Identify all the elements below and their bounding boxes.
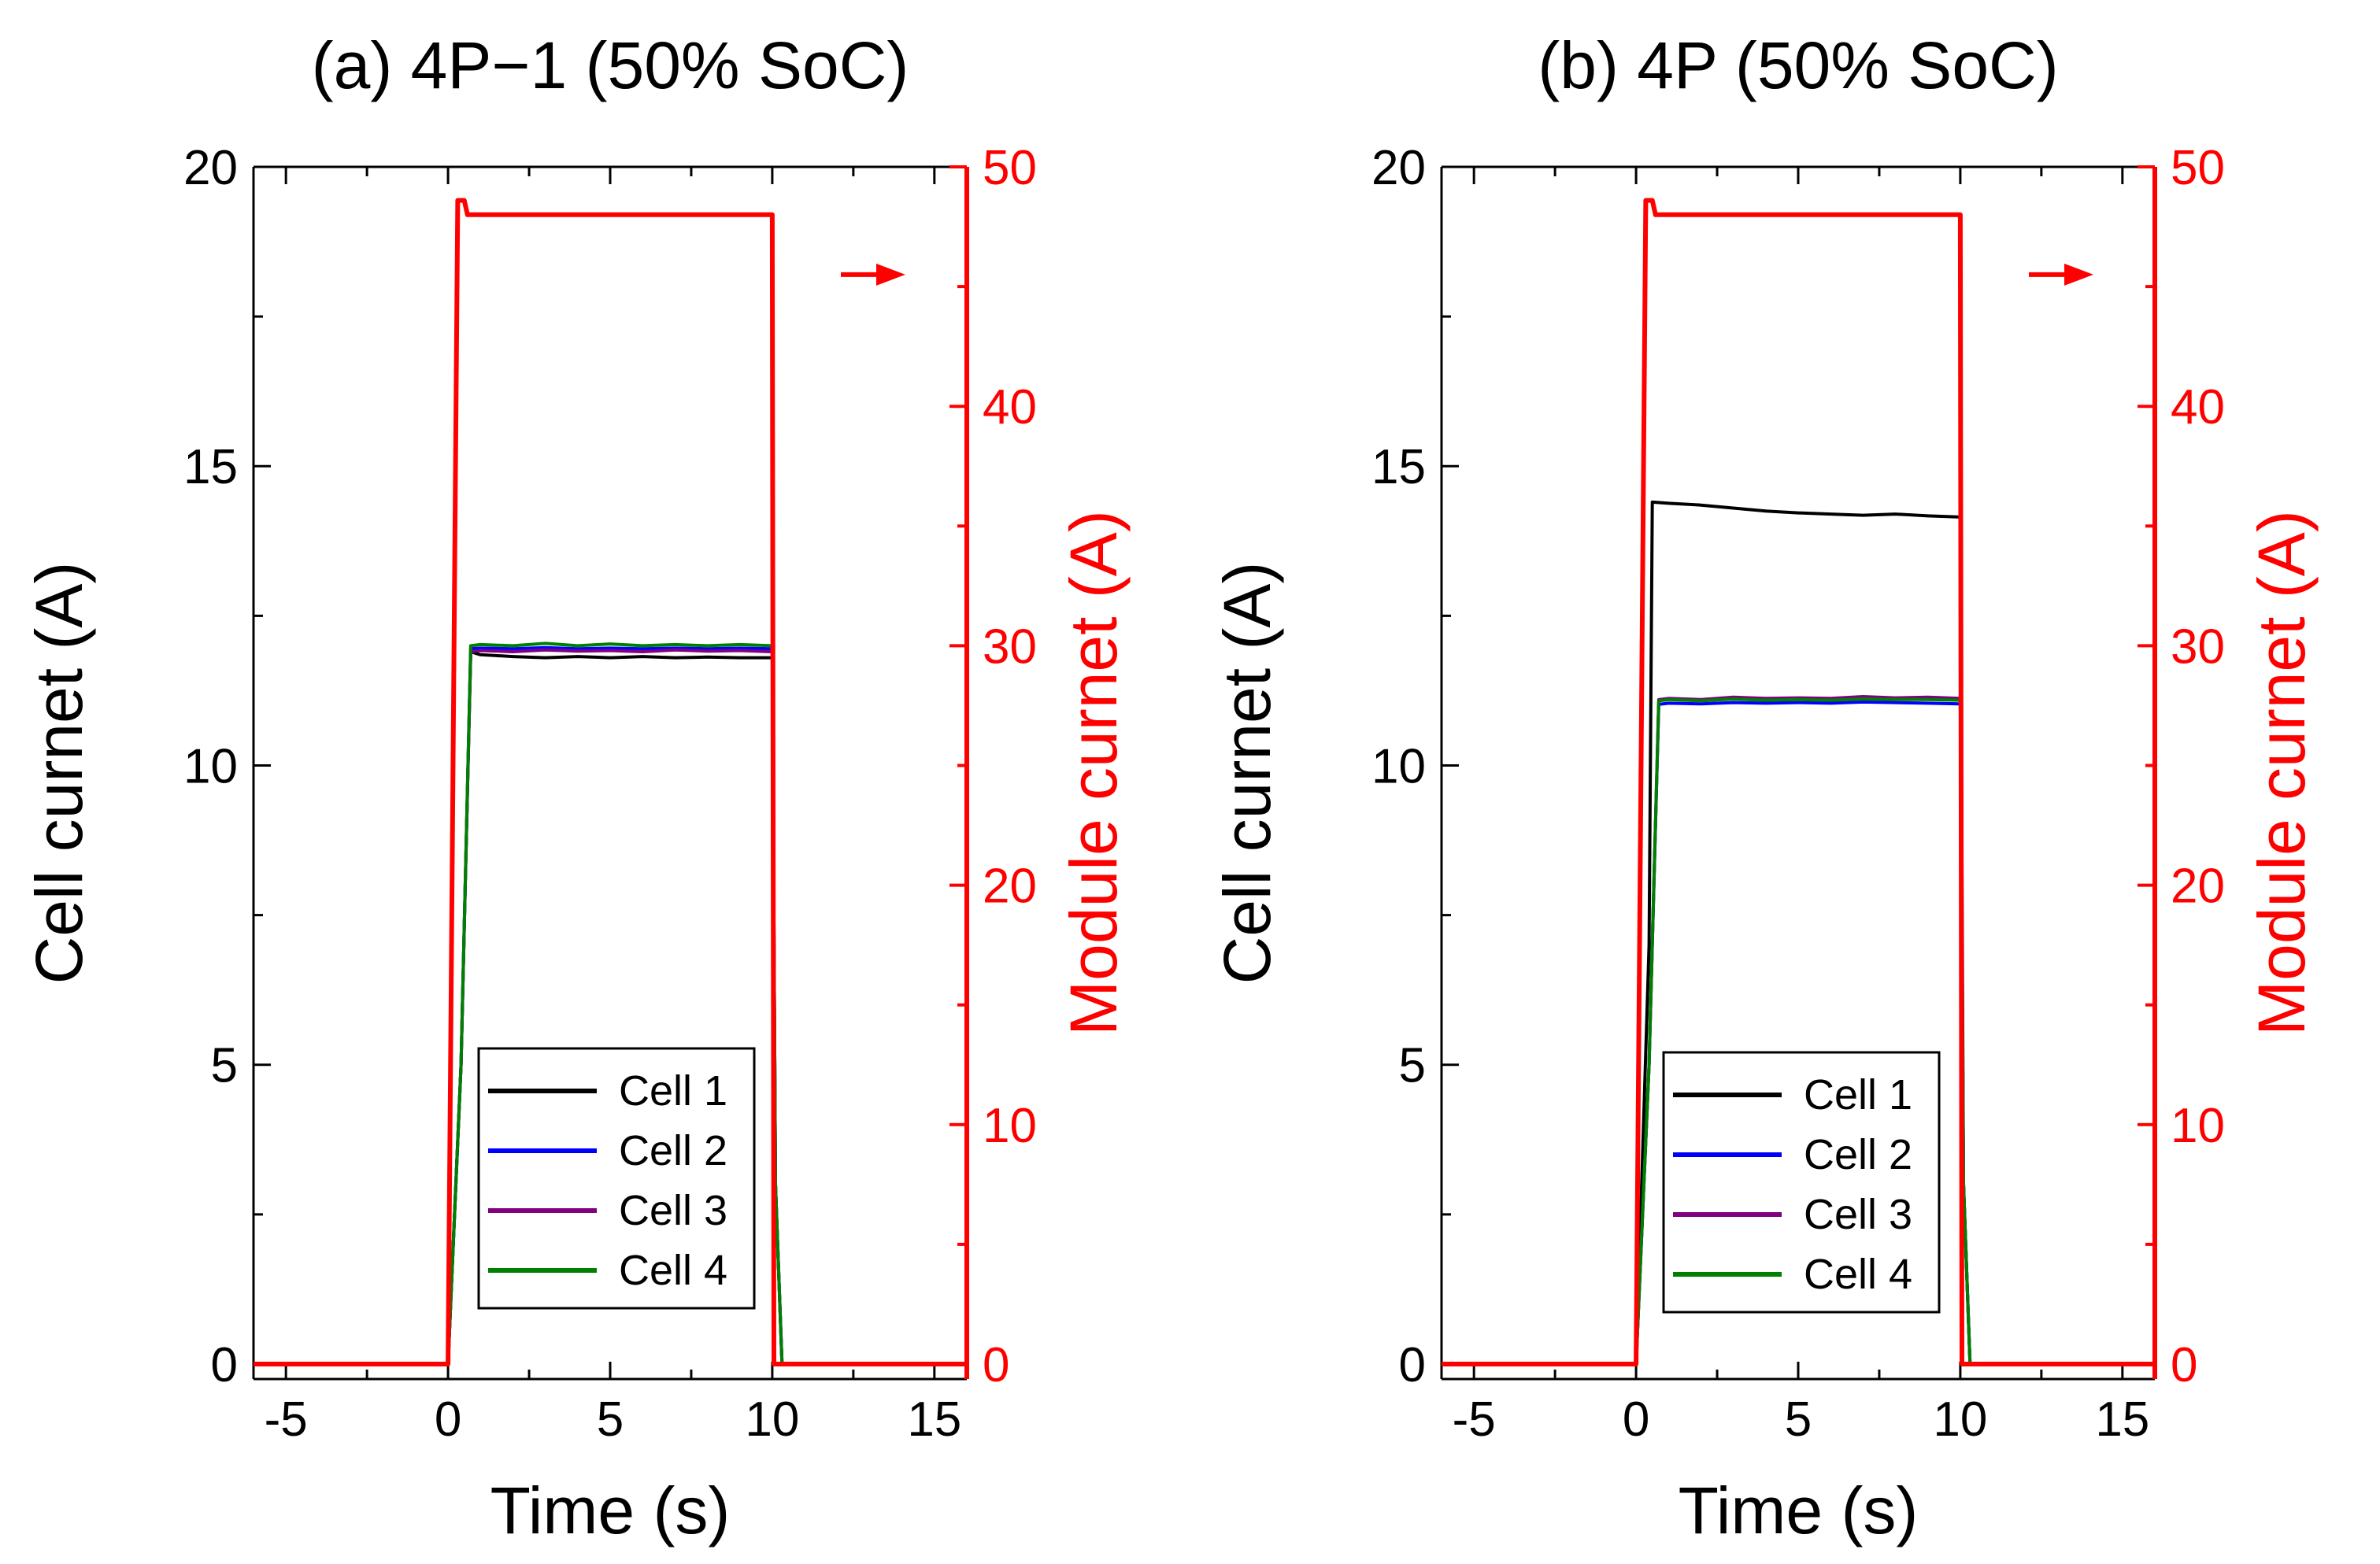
legend-label: Cell 4 — [1804, 1251, 1912, 1298]
y-right-tick-label: 0 — [2171, 1338, 2197, 1392]
x-tick-label: 15 — [2095, 1392, 2149, 1447]
y-right-tick-label: 10 — [983, 1099, 1037, 1153]
legend-label: Cell 3 — [619, 1187, 727, 1234]
y-right-tick-label: 10 — [2171, 1099, 2225, 1153]
x-tick-label: 0 — [1623, 1392, 1649, 1447]
y-right-tick-label: 40 — [2171, 380, 2225, 434]
x-tick-label: 10 — [745, 1392, 799, 1447]
legend-label: Cell 2 — [1804, 1131, 1912, 1178]
y-right-axis-label: Module curnet (A) — [2245, 510, 2319, 1036]
x-tick-label: 5 — [1785, 1392, 1812, 1447]
series-line-module — [1442, 198, 2155, 1366]
y-right-tick-label: 30 — [983, 619, 1037, 674]
y-tick-label: 15 — [1371, 440, 1426, 494]
y-right-tick-label: 50 — [983, 141, 1037, 195]
y-tick-label: 0 — [211, 1338, 238, 1392]
legend-label: Cell 3 — [1804, 1191, 1912, 1238]
chart-title: (a) 4P−1 (50% SoC) — [312, 28, 909, 102]
y-right-tick-label: 40 — [983, 380, 1037, 434]
y-tick-label: 10 — [1371, 739, 1426, 793]
x-tick-label: 15 — [907, 1392, 961, 1447]
y-tick-label: 15 — [183, 440, 238, 494]
x-tick-label: 0 — [435, 1392, 461, 1447]
y-tick-label: 20 — [1371, 141, 1426, 195]
x-axis-label: Time (s) — [1679, 1473, 1919, 1547]
y-right-tick-label: 30 — [2171, 619, 2225, 674]
legend-label: Cell 4 — [619, 1247, 727, 1294]
y-tick-label: 5 — [211, 1039, 238, 1093]
chart-title: (b) 4P (50% SoC) — [1538, 28, 2058, 102]
series-line-module — [254, 198, 967, 1366]
y-tick-label: 0 — [1399, 1338, 1426, 1392]
panel-a: (a) 4P−1 (50% SoC) -5 0 5 10 15 0 5 10 15 20 0 10 20 3… — [22, 28, 1131, 1547]
right-axis-arrow-head — [876, 263, 905, 286]
x-tick-label: -5 — [265, 1392, 308, 1447]
x-tick-label: 5 — [597, 1392, 624, 1447]
right-axis-arrow-head — [2064, 263, 2093, 286]
y-right-tick-label: 20 — [2171, 860, 2225, 914]
x-tick-label: 10 — [1933, 1392, 1987, 1447]
y-tick-label: 5 — [1399, 1039, 1426, 1093]
legend-label: Cell 1 — [619, 1067, 727, 1115]
y-tick-label: 10 — [183, 739, 238, 793]
y-tick-label: 20 — [183, 141, 238, 195]
y-right-tick-label: 20 — [983, 860, 1037, 914]
legend-label: Cell 2 — [619, 1127, 727, 1174]
y-right-axis-label: Module curnet (A) — [1057, 510, 1131, 1036]
x-tick-label: -5 — [1453, 1392, 1496, 1447]
panel-b: (b) 4P (50% SoC) -5 0 5 10 15 0 5 10 15 20 0 10 20 30 4… — [1210, 28, 2319, 1547]
x-axis-label: Time (s) — [490, 1473, 731, 1547]
y-axis-label: Cell curnet (A) — [1210, 562, 1284, 985]
y-right-tick-label: 0 — [983, 1338, 1009, 1392]
y-right-tick-label: 50 — [2171, 141, 2225, 195]
y-axis-label: Cell curnet (A) — [22, 562, 96, 985]
legend-label: Cell 1 — [1804, 1071, 1912, 1118]
